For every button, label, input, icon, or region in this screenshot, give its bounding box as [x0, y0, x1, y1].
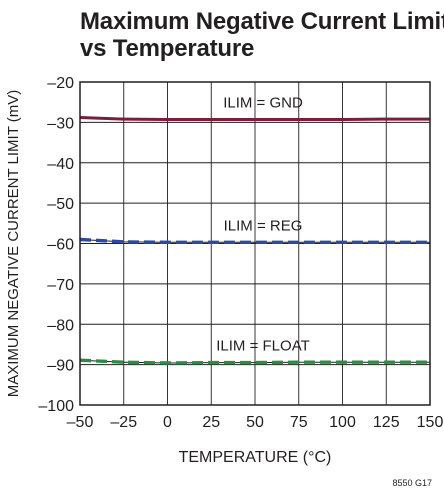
x-tick-label: 150 — [417, 414, 444, 431]
x-tick-labels: –50 –25 0 25 50 75 100 125 150 — [67, 414, 444, 431]
x-tick-label: 25 — [202, 414, 220, 431]
y-tick-labels: –20 –30 –40 –50 –60 –70 –80 –90 –100 — [38, 75, 74, 415]
y-axis-label: MAXIMUM NEGATIVE CURRENT LIMIT (mV) — [5, 90, 22, 398]
series-line-1 — [79, 237, 430, 244]
x-tick-label: 0 — [163, 414, 172, 431]
x-tick-label: 75 — [290, 414, 308, 431]
x-tick-label: 100 — [329, 414, 356, 431]
y-tick-label: –90 — [47, 358, 74, 375]
x-axis-label: TEMPERATURE (°C) — [179, 449, 332, 466]
y-tick-label: –20 — [47, 75, 74, 92]
x-tick-label: –50 — [67, 414, 94, 431]
x-tick-label: –25 — [110, 414, 137, 431]
series-line-2 — [79, 358, 430, 365]
plot-frame — [79, 81, 431, 406]
series-label-1: ILIM = REG — [224, 217, 303, 234]
series-line-0 — [79, 116, 430, 121]
series-label-0: ILIM = GND — [223, 95, 303, 112]
y-tick-label: –70 — [47, 277, 74, 294]
x-tick-label: 125 — [373, 414, 400, 431]
figure-id: 8550 G17 — [392, 478, 432, 488]
y-tick-label: –80 — [47, 317, 74, 334]
y-tick-label: –50 — [47, 196, 74, 213]
series-label-2: ILIM = FLOAT — [216, 338, 310, 355]
y-tick-label: –30 — [47, 115, 74, 132]
chart-title-line-2: vs Temperature — [80, 35, 255, 62]
chart-title: Maximum Negative Current Limit vs Temper… — [80, 8, 444, 62]
series-lines — [79, 116, 430, 365]
y-tick-label: –100 — [38, 398, 74, 415]
y-tick-label: –40 — [47, 156, 74, 173]
x-tick-label: 50 — [246, 414, 264, 431]
series-labels: ILIM = GND ILIM = REG ILIM = FLOAT — [216, 95, 310, 355]
y-tick-label: –60 — [47, 237, 74, 254]
chart-title-line-1: Maximum Negative Current Limit — [80, 8, 444, 35]
